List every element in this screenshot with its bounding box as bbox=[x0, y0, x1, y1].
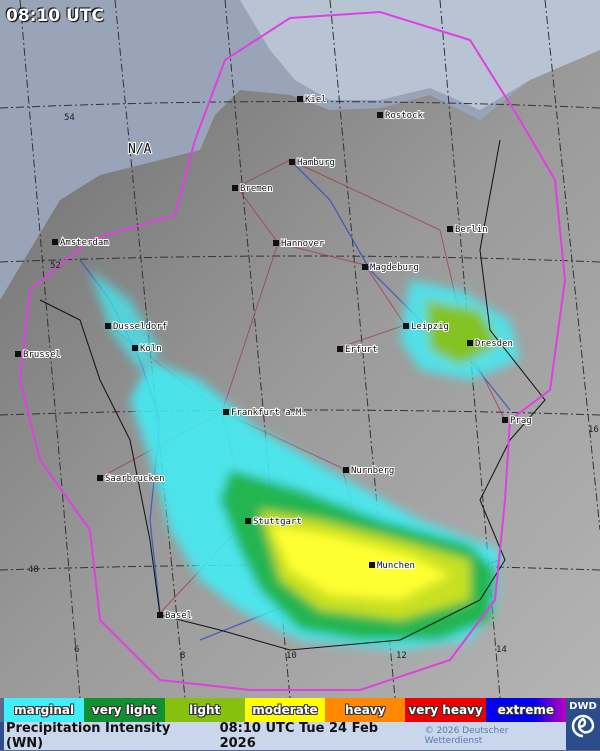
legend-item: marginal bbox=[4, 698, 85, 722]
grid-label: 48 bbox=[28, 565, 39, 575]
city-marker bbox=[467, 340, 473, 346]
swirl-icon bbox=[571, 714, 595, 738]
grid-label: 6 bbox=[74, 645, 79, 655]
city-marker bbox=[337, 346, 343, 352]
dwd-logo: DWD bbox=[566, 698, 600, 750]
no-data-label: N/A bbox=[128, 142, 152, 157]
city-marker bbox=[105, 323, 111, 329]
city-marker bbox=[377, 112, 383, 118]
city-label: Amsterdam bbox=[60, 238, 109, 248]
city-marker bbox=[343, 467, 349, 473]
city-marker bbox=[502, 417, 508, 423]
footer-bar: Precipitation Intensity (WN) 08:10 UTC T… bbox=[0, 721, 566, 751]
city-label: Nurnberg bbox=[351, 466, 394, 476]
city-marker bbox=[157, 612, 163, 618]
baltic-sea bbox=[240, 0, 600, 110]
borders bbox=[39, 139, 546, 651]
radar-coverage-outline bbox=[18, 10, 567, 691]
radar-map: Kiel Rostock Hamburg Bremen Hannover Berlin Ma… bbox=[0, 0, 600, 698]
grid-label: 14 bbox=[496, 645, 507, 655]
city-label: Hannover bbox=[281, 239, 325, 249]
city-label: Koln bbox=[140, 344, 162, 354]
legend-item: very heavy bbox=[405, 698, 486, 722]
grid-label: 52 bbox=[50, 261, 61, 271]
precipitation bbox=[90, 270, 520, 650]
city-marker bbox=[369, 562, 375, 568]
city-marker bbox=[289, 159, 295, 165]
city-label: Kiel bbox=[305, 95, 327, 105]
city-label: Prag bbox=[510, 416, 532, 426]
city-label: Dresden bbox=[475, 339, 513, 349]
city-label: Leipzig bbox=[411, 322, 449, 332]
city-label: Hamburg bbox=[297, 158, 335, 168]
city-label: Bremen bbox=[240, 184, 273, 194]
city-marker bbox=[52, 239, 58, 245]
city-marker bbox=[362, 264, 368, 270]
legend-item: light bbox=[164, 698, 245, 722]
product-title: Precipitation Intensity (WN) bbox=[6, 721, 171, 751]
city-marker bbox=[223, 409, 229, 415]
city-marker bbox=[297, 96, 303, 102]
city-marker bbox=[132, 345, 138, 351]
city-label: Magdeburg bbox=[370, 263, 419, 273]
city-label: Rostock bbox=[385, 111, 424, 121]
city-marker bbox=[232, 185, 238, 191]
city-marker bbox=[245, 518, 251, 524]
grid-label: 54 bbox=[64, 113, 75, 123]
city-label: Brussel bbox=[23, 350, 61, 360]
legend-item: very light bbox=[84, 698, 165, 722]
city-label: Stuttgart bbox=[253, 517, 302, 527]
time-overlay: 08:10 UTC bbox=[6, 6, 104, 26]
city-marker bbox=[273, 240, 279, 246]
logo-text: DWD bbox=[569, 701, 597, 712]
city-label: Berlin bbox=[455, 225, 488, 235]
city-marker bbox=[403, 323, 409, 329]
city-label: Erfurt bbox=[345, 345, 378, 355]
timestamp: 08:10 UTC Tue 24 Feb 2026 bbox=[219, 721, 379, 751]
legend-item: heavy bbox=[325, 698, 406, 722]
grid-label: 16 bbox=[588, 425, 599, 435]
legend-item: moderate bbox=[244, 698, 326, 722]
grid-label: 10 bbox=[286, 651, 297, 661]
city-marker bbox=[97, 475, 103, 481]
city-label: Saarbrucken bbox=[105, 474, 165, 484]
precipitation-legend: marginal very light light moderate heavy very… bbox=[4, 698, 566, 722]
copyright: © 2026 Deutscher Wetterdienst bbox=[424, 726, 509, 746]
grid-label: 8 bbox=[180, 651, 185, 661]
city-label: Munchen bbox=[377, 561, 415, 571]
city-marker bbox=[447, 226, 453, 232]
city-label: Dusseldorf bbox=[113, 322, 167, 332]
grid-label: 12 bbox=[396, 651, 407, 661]
legend-item: extreme bbox=[485, 698, 566, 722]
city-marker bbox=[15, 351, 21, 357]
city-label: Basel bbox=[165, 611, 192, 621]
city-label: Frankfurt a.M. bbox=[231, 408, 307, 418]
